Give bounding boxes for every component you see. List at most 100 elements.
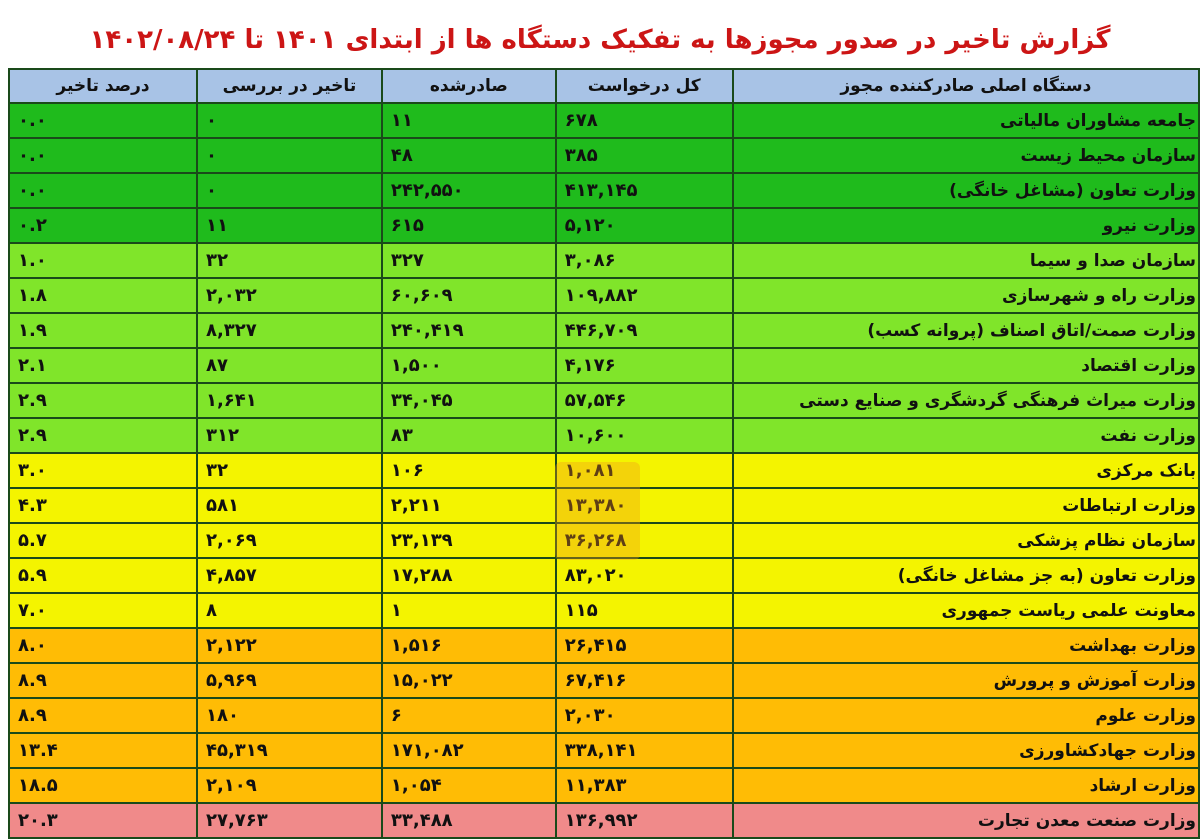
table-row: وزارت صنعت معدن تجارت ۱۳۶,۹۹۲ ۳۳,۴۸۸ ۲۷,۷۶۳… (8, 802, 1200, 839)
cell-total: ۱۱۵ (554, 592, 734, 629)
cell-delay: ۳۱۲ (195, 417, 383, 454)
table-row: وزارت علوم ۲,۰۳۰ ۶ ۱۸۰ ۸.۹ (8, 697, 1200, 734)
cell-issued: ۲۴۰,۴۱۹ (380, 312, 557, 349)
cell-name: وزارت نیرو (731, 207, 1200, 244)
cell-issued: ۱۷۱,۰۸۲ (380, 732, 557, 769)
table-row: سازمان محیط زیست ۳۸۵ ۴۸ ۰ ۰.۰ (8, 137, 1200, 174)
cell-delay: ۳۲ (195, 452, 383, 489)
cell-name: وزارت بهداشت (731, 627, 1200, 664)
cell-pct: ۱.۸ (8, 277, 198, 314)
cell-pct: ۱۳.۴ (8, 732, 198, 769)
cell-delay: ۰ (195, 137, 383, 174)
cell-issued: ۳۴,۰۴۵ (380, 382, 557, 419)
table-row: سازمان نظام پزشکی ۳۶,۲۶۸ ۲۳,۱۳۹ ۲,۰۶۹ ۵.۷ (8, 522, 1200, 559)
cell-issued: ۱,۰۵۴ (380, 767, 557, 804)
table-row: وزارت اقتصاد ۴,۱۷۶ ۱,۵۰۰ ۸۷ ۲.۱ (8, 347, 1200, 384)
cell-issued: ۶ (380, 697, 557, 734)
cell-issued: ۲,۲۱۱ (380, 487, 557, 524)
cell-delay: ۴۵,۳۱۹ (195, 732, 383, 769)
cell-pct: ۲.۱ (8, 347, 198, 384)
cell-issued: ۱۰۶ (380, 452, 557, 489)
cell-total: ۳,۰۸۶ (554, 242, 734, 279)
cell-delay: ۱۱ (195, 207, 383, 244)
cell-total: ۵,۱۲۰ (554, 207, 734, 244)
cell-pct: ۲.۹ (8, 417, 198, 454)
cell-name: بانک مرکزی (731, 452, 1200, 489)
cell-name: وزارت جهادکشاورزی (731, 732, 1200, 769)
table-row: وزارت ارتباطات ۱۳,۳۸۰ ۲,۲۱۱ ۵۸۱ ۴.۳ (8, 487, 1200, 524)
cell-issued: ۱۷,۲۸۸ (380, 557, 557, 594)
header-row: دستگاه اصلی صادرکننده مجوز کل درخواست صا… (8, 68, 1200, 104)
cell-pct: ۰.۲ (8, 207, 198, 244)
cell-issued: ۱ (380, 592, 557, 629)
header-total: کل درخواست (554, 68, 734, 104)
cell-delay: ۰ (195, 102, 383, 139)
header-pct: درصد تاخیر (8, 68, 198, 104)
cell-pct: ۰.۰ (8, 172, 198, 209)
cell-pct: ۸.۹ (8, 662, 198, 699)
table-row: وزارت ارشاد ۱۱,۳۸۳ ۱,۰۵۴ ۲,۱۰۹ ۱۸.۵ (8, 767, 1200, 804)
cell-total: ۴,۱۷۶ (554, 347, 734, 384)
cell-name: وزارت اقتصاد (731, 347, 1200, 384)
cell-issued: ۳۲۷ (380, 242, 557, 279)
cell-delay: ۱,۶۴۱ (195, 382, 383, 419)
table-row: وزارت نفت ۱۰,۶۰۰ ۸۳ ۳۱۲ ۲.۹ (8, 417, 1200, 454)
cell-name: وزارت ارشاد (731, 767, 1200, 804)
cell-total: ۶۷,۴۱۶ (554, 662, 734, 699)
cell-delay: ۴,۸۵۷ (195, 557, 383, 594)
cell-name: جامعه مشاوران مالیاتی (731, 102, 1200, 139)
cell-pct: ۸.۹ (8, 697, 198, 734)
cell-pct: ۷.۰ (8, 592, 198, 629)
cell-total: ۱۱,۳۸۳ (554, 767, 734, 804)
cell-total: ۶۷۸ (554, 102, 734, 139)
cell-issued: ۳۳,۴۸۸ (380, 802, 557, 839)
cell-delay: ۲,۱۰۹ (195, 767, 383, 804)
cell-issued: ۴۸ (380, 137, 557, 174)
cell-delay: ۵۸۱ (195, 487, 383, 524)
cell-issued: ۲۳,۱۳۹ (380, 522, 557, 559)
header-delay: تاخیر در بررسی (195, 68, 383, 104)
cell-issued: ۱۵,۰۲۲ (380, 662, 557, 699)
table-row: وزارت میراث فرهنگی گردشگری و صنایع دستی ۵… (8, 382, 1200, 419)
cell-issued: ۱,۵۰۰ (380, 347, 557, 384)
cell-name: وزارت تعاون (به جز مشاغل خانگی) (731, 557, 1200, 594)
cell-delay: ۲,۰۳۲ (195, 277, 383, 314)
cell-name: معاونت علمی ریاست جمهوری (731, 592, 1200, 629)
cell-total: ۴۴۶,۷۰۹ (554, 312, 734, 349)
cell-pct: ۴.۳ (8, 487, 198, 524)
cell-delay: ۵,۹۶۹ (195, 662, 383, 699)
table-row: وزارت تعاون (مشاغل خانگی) ۴۱۳,۱۴۵ ۲۴۲,۵۵۰ ۰… (8, 172, 1200, 209)
cell-total: ۳۶,۲۶۸ (554, 522, 734, 559)
cell-delay: ۲,۱۲۲ (195, 627, 383, 664)
header-name: دستگاه اصلی صادرکننده مجوز (731, 68, 1200, 104)
table-row: سازمان صدا و سیما ۳,۰۸۶ ۳۲۷ ۳۲ ۱.۰ (8, 242, 1200, 279)
cell-pct: ۳.۰ (8, 452, 198, 489)
cell-pct: ۲۰.۳ (8, 802, 198, 839)
cell-name: وزارت علوم (731, 697, 1200, 734)
cell-delay: ۲۷,۷۶۳ (195, 802, 383, 839)
table-row: وزارت جهادکشاورزی ۳۳۸,۱۴۱ ۱۷۱,۰۸۲ ۴۵,۳۱۹ ۱۳.… (8, 732, 1200, 769)
table-row: وزارت تعاون (به جز مشاغل خانگی) ۸۳,۰۲۰ ۱۷,… (8, 557, 1200, 594)
cell-delay: ۲,۰۶۹ (195, 522, 383, 559)
cell-name: وزارت راه و شهرسازی (731, 277, 1200, 314)
cell-total: ۲,۰۳۰ (554, 697, 734, 734)
cell-delay: ۸,۳۲۷ (195, 312, 383, 349)
cell-pct: ۱.۰ (8, 242, 198, 279)
cell-issued: ۱,۵۱۶ (380, 627, 557, 664)
cell-total: ۳۳۸,۱۴۱ (554, 732, 734, 769)
table-row: وزارت آموزش و پرورش ۶۷,۴۱۶ ۱۵,۰۲۲ ۵,۹۶۹ ۸.۹ (8, 662, 1200, 699)
cell-delay: ۳۲ (195, 242, 383, 279)
table-row: وزارت راه و شهرسازی ۱۰۹,۸۸۲ ۶۰,۶۰۹ ۲,۰۳۲ ۱.۸ (8, 277, 1200, 314)
cell-total: ۵۷,۵۴۶ (554, 382, 734, 419)
cell-pct: ۵.۹ (8, 557, 198, 594)
cell-name: وزارت تعاون (مشاغل خانگی) (731, 172, 1200, 209)
cell-pct: ۰.۰ (8, 137, 198, 174)
cell-pct: ۸.۰ (8, 627, 198, 664)
table-row: بانک مرکزی ۱,۰۸۱ ۱۰۶ ۳۲ ۳.۰ (8, 452, 1200, 489)
cell-total: ۱,۰۸۱ (554, 452, 734, 489)
table-body: جامعه مشاوران مالیاتی ۶۷۸ ۱۱ ۰ ۰.۰ سازمان محی… (8, 102, 1200, 839)
header-issued: صادرشده (380, 68, 557, 104)
cell-total: ۳۸۵ (554, 137, 734, 174)
cell-total: ۲۶,۴۱۵ (554, 627, 734, 664)
cell-issued: ۶۰,۶۰۹ (380, 277, 557, 314)
